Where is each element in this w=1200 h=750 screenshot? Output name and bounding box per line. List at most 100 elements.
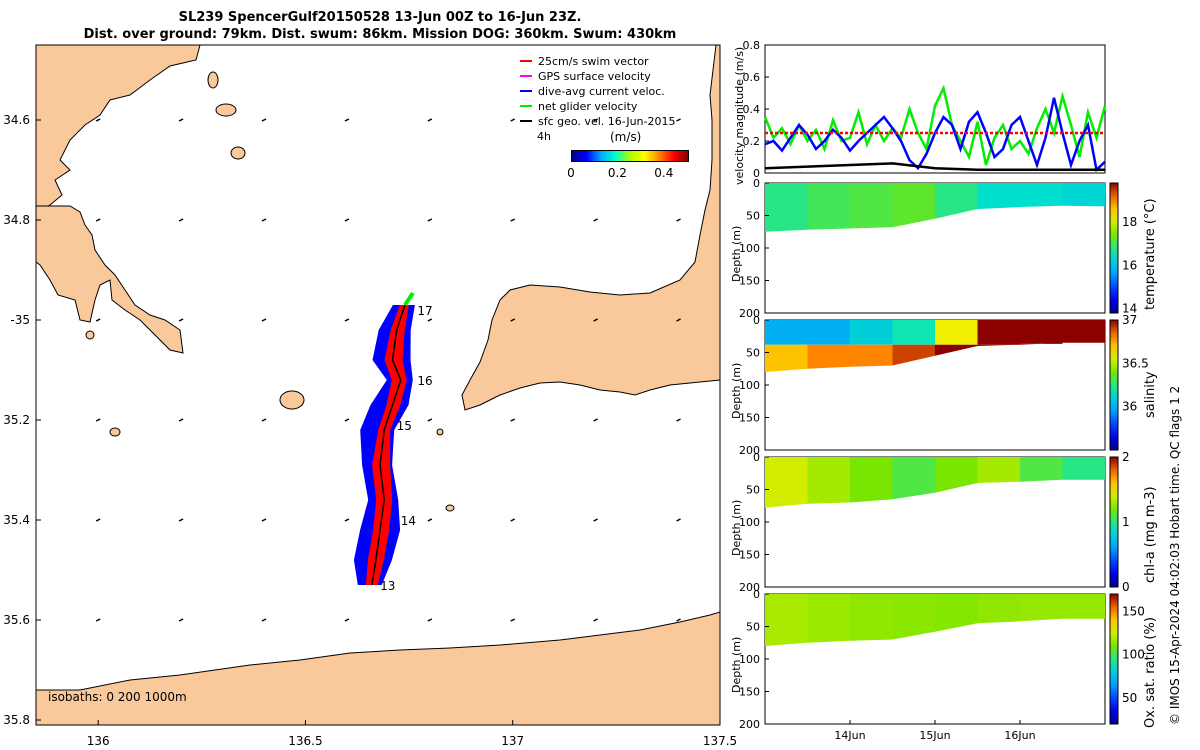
geo-vel-arrow (344, 518, 350, 522)
geo-vel-arrow (676, 618, 681, 622)
geo-vel-arrow (510, 518, 516, 522)
geo-vel-arrow (344, 218, 350, 222)
velocity-ylabel: velocity magnitude (m/s) (733, 46, 746, 185)
geo-vel-arrow (676, 218, 681, 222)
island (215, 103, 237, 117)
island (85, 330, 95, 340)
day-label: 17 (417, 304, 432, 318)
swim-vector-envelope-east (371, 305, 409, 585)
title-line2: Dist. over ground: 79km. Dist. swum: 86k… (83, 27, 677, 42)
geo-vel-arrow (95, 118, 101, 122)
colorbar-tick-label: 0.2 (607, 166, 627, 180)
glider-track (371, 304, 406, 586)
isobaths-text: isobaths: 0 200 1000m (48, 690, 187, 704)
geo-vel-arrow (344, 418, 350, 422)
geo-vel-arrow (178, 418, 184, 422)
land-layer (36, 45, 720, 725)
oxy-cbar-label: Ox. sat. ratio (%) (1143, 617, 1158, 728)
island (109, 427, 121, 437)
geo-vel-arrow (344, 318, 350, 322)
legend-label: 25cm/s swim vector (538, 55, 649, 68)
legend-arrow-icon (520, 59, 532, 62)
map-ytick-label: 35.2 (3, 413, 30, 427)
map-frame (35, 44, 721, 726)
credit-text: © IMOS 15-Apr-2024 04:02:03 Hobart time.… (1168, 385, 1182, 725)
island (230, 146, 246, 160)
day-label: 16 (417, 374, 432, 388)
map-ytick-label: 35.6 (3, 613, 30, 627)
geo-vel-arrow (593, 218, 598, 222)
legend-arrow-icon (520, 119, 532, 122)
geo-vel-arrow (427, 318, 433, 322)
legend-item: dive-avg current veloc. (520, 85, 665, 98)
net-velocity-arrow (403, 291, 415, 307)
geo-vel-arrow (427, 518, 433, 522)
legend-item: sfc geo. vel. 16-Jun-2015 (520, 115, 675, 128)
island (207, 71, 219, 89)
map-ytick-label: -35 (10, 313, 30, 327)
geo-vel-arrow (593, 618, 598, 622)
day-label: 13 (380, 579, 395, 593)
legend-item: GPS surface velocity (520, 70, 651, 83)
map-xtick-label: 137.5 (703, 734, 737, 748)
geo-vel-arrow (178, 218, 184, 222)
geo-vel-arrow (95, 218, 101, 222)
geo-vel-arrow (95, 418, 101, 422)
geo-vel-arrow (676, 518, 681, 522)
geo-vel-arrow (178, 318, 184, 322)
geo-vel-arrow (427, 118, 433, 122)
geo-vel-arrow (676, 318, 681, 322)
temp-ylabel: Depth (m) (730, 225, 743, 282)
colorbar-label: (m/s) (610, 130, 642, 144)
legend-item: 25cm/s swim vector (520, 55, 649, 68)
title-line1: SL239 SpencerGulf20150528 13-Jun 00Z to … (178, 10, 582, 25)
chl-cbar-label: chl-a (mg m-3) (1143, 486, 1158, 583)
temp-cbar-label: temperature (°C) (1143, 198, 1158, 310)
geo-vel-arrow (510, 218, 516, 222)
legend-arrow-icon (520, 74, 532, 77)
map-ytick-label: 34.6 (3, 113, 30, 127)
map-ytick-label: 35.4 (3, 513, 30, 527)
day-label: 15 (397, 419, 412, 433)
land-kangaroo-island (36, 611, 720, 725)
geo-vel-arrow (593, 418, 598, 422)
geo-vel-arrow (178, 518, 184, 522)
map-ytick-label: 34.8 (3, 213, 30, 227)
geo-vel-arrow (95, 518, 101, 522)
island (445, 504, 455, 512)
colorbar-tick-label: 0.4 (654, 166, 674, 180)
colorbar-tick-label: 0 (567, 166, 575, 180)
chl-ylabel: Depth (m) (730, 499, 743, 556)
map-xtick-label: 137 (501, 734, 524, 748)
geo-vel-arrow (95, 318, 101, 322)
island (279, 390, 305, 410)
speed-colorbar (571, 150, 689, 162)
geo-vel-arrow (261, 118, 267, 122)
map-xtick-label: 136 (87, 734, 110, 748)
geo-vel-arrow (261, 218, 267, 222)
geo-vel-arrow (261, 618, 267, 622)
geo-vel-arrow (261, 418, 267, 422)
swim-vector-envelope-west (365, 305, 405, 585)
geo-vel-arrow (510, 118, 516, 122)
legend-note: 4h (537, 130, 551, 143)
land-yorke (461, 45, 720, 411)
geo-vel-arrow (510, 618, 516, 622)
legend-item: net glider velocity (520, 100, 637, 113)
geo-vel-arrow (676, 118, 681, 122)
map-ytick-label: 35.8 (3, 713, 30, 727)
geo-vel-arrow (510, 318, 516, 322)
geo-vel-arrow (344, 118, 350, 122)
legend-arrow-icon (520, 89, 532, 92)
geo-vel-arrow (593, 518, 598, 522)
map-xtick-label: 136.5 (288, 734, 322, 748)
geo-vel-arrow (178, 618, 184, 622)
geo-vel-arrow (95, 618, 101, 622)
legend-label: dive-avg current veloc. (538, 85, 665, 98)
legend-label: net glider velocity (538, 100, 638, 113)
land-west-lower (36, 205, 184, 354)
geo-vel-arrow (344, 618, 350, 622)
day-label: 14 (401, 514, 416, 528)
geo-vel-arrow (593, 118, 598, 122)
legend-label: sfc geo. vel. 16-Jun-2015 (538, 115, 676, 128)
